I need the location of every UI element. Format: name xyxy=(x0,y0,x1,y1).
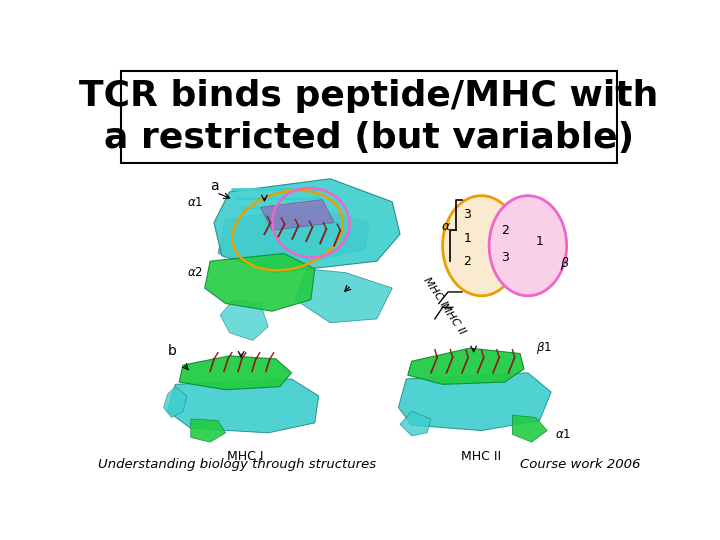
Polygon shape xyxy=(168,379,319,433)
Text: 3: 3 xyxy=(500,251,508,264)
Polygon shape xyxy=(400,411,431,436)
Text: $\alpha$2: $\alpha$2 xyxy=(186,266,203,279)
Text: 1: 1 xyxy=(536,235,544,248)
Text: Understanding biology through structures: Understanding biology through structures xyxy=(98,458,376,471)
Text: $\alpha$1: $\alpha$1 xyxy=(186,196,203,209)
Text: TCR binds peptide/MHC with: TCR binds peptide/MHC with xyxy=(79,79,659,113)
Text: a restricted (but variable): a restricted (but variable) xyxy=(104,121,634,155)
Polygon shape xyxy=(218,207,369,269)
Ellipse shape xyxy=(489,195,567,296)
Text: 1: 1 xyxy=(464,232,472,245)
Text: MHC I: MHC I xyxy=(227,450,264,463)
Polygon shape xyxy=(220,300,269,340)
Polygon shape xyxy=(398,373,551,430)
Text: a: a xyxy=(210,179,219,193)
Text: $\alpha$: $\alpha$ xyxy=(441,220,451,233)
Text: Course work 2006: Course work 2006 xyxy=(520,458,640,471)
Text: $\beta$: $\beta$ xyxy=(560,255,570,272)
Text: 2: 2 xyxy=(464,255,472,268)
Text: $\beta$1: $\beta$1 xyxy=(536,340,552,356)
Text: b: b xyxy=(168,343,176,357)
Text: $\alpha$1: $\alpha$1 xyxy=(555,428,571,441)
Text: 3: 3 xyxy=(464,208,472,221)
Text: MHC I: MHC I xyxy=(421,276,449,308)
Polygon shape xyxy=(408,348,524,384)
Ellipse shape xyxy=(443,195,520,296)
Text: MHC II: MHC II xyxy=(438,301,467,336)
Polygon shape xyxy=(191,419,225,442)
Polygon shape xyxy=(261,200,334,231)
Text: 2: 2 xyxy=(500,224,508,237)
Polygon shape xyxy=(204,253,315,311)
Polygon shape xyxy=(513,415,547,442)
Polygon shape xyxy=(214,179,400,273)
FancyBboxPatch shape xyxy=(121,71,617,164)
Polygon shape xyxy=(295,269,392,323)
Polygon shape xyxy=(179,356,292,390)
Polygon shape xyxy=(163,387,187,417)
Text: MHC II: MHC II xyxy=(462,450,501,463)
